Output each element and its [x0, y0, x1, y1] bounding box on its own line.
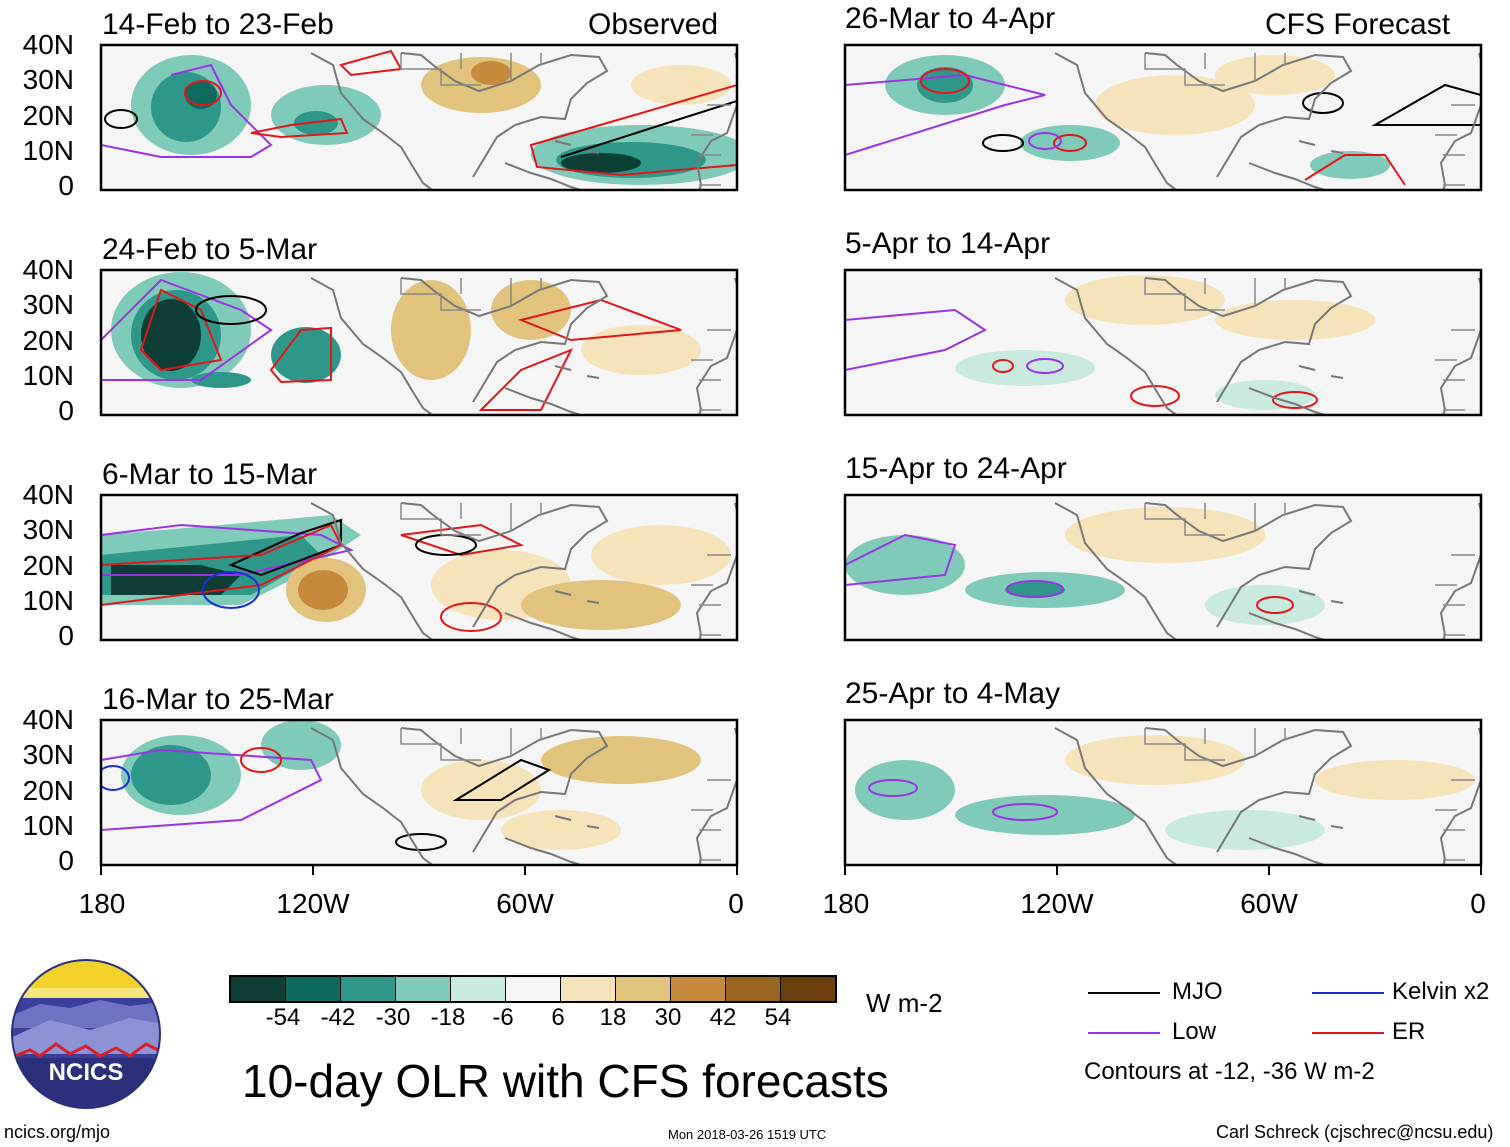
y-tick-label: 20N: [22, 550, 74, 581]
colorbar-swatch: [781, 977, 835, 1001]
y-tick-label: 30N: [22, 514, 74, 545]
y-tick-label: 10N: [22, 810, 74, 841]
y-tick-label: 30N: [22, 739, 74, 770]
footer-credit: Carl Schreck (cjschrec@ncsu.edu): [1216, 1122, 1494, 1142]
map-panel-forecast-4: [843, 718, 1483, 867]
colorbar-tick-label: -42: [320, 1004, 356, 1031]
legend-label-er: ER: [1392, 1018, 1426, 1045]
panel-title: 25-Apr to 4-May: [845, 677, 1061, 710]
y-tick-label: 0: [58, 845, 74, 876]
colorbar-swatch: [286, 977, 341, 1001]
x-tick-label: 120W: [276, 888, 350, 919]
colorbar-tick-label: 30: [654, 1004, 682, 1031]
panel-title: 15-Apr to 24-Apr: [845, 452, 1067, 485]
logo-text: NCICS: [49, 1059, 124, 1086]
colorbar-swatch: [341, 977, 396, 1001]
colorbar-swatch: [726, 977, 781, 1001]
colorbar-swatch: [561, 977, 616, 1001]
colorbar-tick-label: -30: [375, 1004, 411, 1031]
y-tick-label: 20N: [22, 100, 74, 131]
y-tick-label: 30N: [22, 289, 74, 320]
legend-swatch-low: [1088, 1032, 1160, 1034]
x-tick-label: 0: [1470, 888, 1486, 919]
y-tick-label: 10N: [22, 360, 74, 391]
y-tick-label: 20N: [22, 775, 74, 806]
legend-swatch-mjo: [1088, 992, 1160, 994]
colorbar-unit: W m-2: [866, 988, 943, 1018]
y-tick-label: 40N: [22, 704, 74, 735]
map-panel-observed-2: [99, 268, 739, 417]
colorbar-swatch: [451, 977, 506, 1001]
colorbar: [229, 975, 837, 1003]
legend-swatch-kelvin: [1312, 992, 1384, 994]
footer-website: ncics.org/mjo: [4, 1122, 111, 1142]
colorbar-tick-label: 42: [709, 1004, 737, 1031]
colorbar-tick-label: 18: [599, 1004, 627, 1031]
y-tick-label: 40N: [22, 29, 74, 60]
legend-label-low: Low: [1172, 1018, 1217, 1045]
map-panel-observed-3: [99, 493, 739, 642]
main-title: 10-day OLR with CFS forecasts: [242, 1055, 889, 1107]
map-panel-observed-4: [99, 718, 739, 867]
x-tick-label: 180: [78, 888, 126, 919]
y-tick-label: 20N: [22, 325, 74, 356]
x-tick-label: 60W: [496, 888, 554, 919]
forecast-header: CFS Forecast: [1265, 8, 1451, 41]
x-tick-label: 60W: [1240, 888, 1298, 919]
panel-title: 6-Mar to 15-Mar: [102, 458, 318, 491]
legend-label-kelvin: Kelvin x2: [1392, 978, 1490, 1005]
y-tick-label: 40N: [22, 479, 74, 510]
x-axis-ticks: [100, 865, 1482, 875]
panel-title: 24-Feb to 5-Mar: [102, 233, 318, 266]
contours-note: Contours at -12, -36 W m-2: [1084, 1058, 1375, 1085]
colorbar-tick-label: -6: [492, 1004, 514, 1031]
footer-timestamp: Mon 2018-03-26 1519 UTC: [668, 1127, 827, 1142]
x-tick-label: 120W: [1020, 888, 1094, 919]
legend-label-mjo: MJO: [1172, 978, 1223, 1005]
x-tick-label: 180: [822, 888, 870, 919]
colorbar-tick-label: -54: [265, 1004, 301, 1031]
panel-title: 5-Apr to 14-Apr: [845, 227, 1051, 260]
y-tick-label: 0: [58, 620, 74, 651]
map-panel-observed-1: [99, 43, 739, 192]
map-panel-forecast-2: [843, 268, 1483, 417]
colorbar-swatch: [616, 977, 671, 1001]
panel-title: 26-Mar to 4-Apr: [845, 2, 1056, 35]
colorbar-swatch: [396, 977, 451, 1001]
map-panel-forecast-1: [843, 43, 1483, 192]
colorbar-tick-label: -18: [430, 1004, 466, 1031]
y-tick-label: 10N: [22, 585, 74, 616]
panel-title: 14-Feb to 23-Feb: [102, 8, 334, 41]
ncics-logo: NCICS: [11, 959, 161, 1109]
y-tick-label: 0: [58, 395, 74, 426]
legend-swatch-er: [1312, 1032, 1384, 1034]
y-tick-label: 0: [58, 170, 74, 201]
colorbar-swatch: [506, 977, 561, 1001]
panel-title: 16-Mar to 25-Mar: [102, 683, 334, 716]
observed-header: Observed: [588, 8, 719, 41]
colorbar-tick-label: 54: [764, 1004, 792, 1031]
colorbar-tick-label: 6: [551, 1004, 565, 1031]
x-tick-label: 0: [728, 888, 744, 919]
map-panel-forecast-3: [843, 493, 1483, 642]
y-tick-label: 40N: [22, 254, 74, 285]
colorbar-swatch: [231, 977, 286, 1001]
colorbar-swatch: [671, 977, 726, 1001]
y-tick-label: 10N: [22, 135, 74, 166]
y-tick-label: 30N: [22, 64, 74, 95]
